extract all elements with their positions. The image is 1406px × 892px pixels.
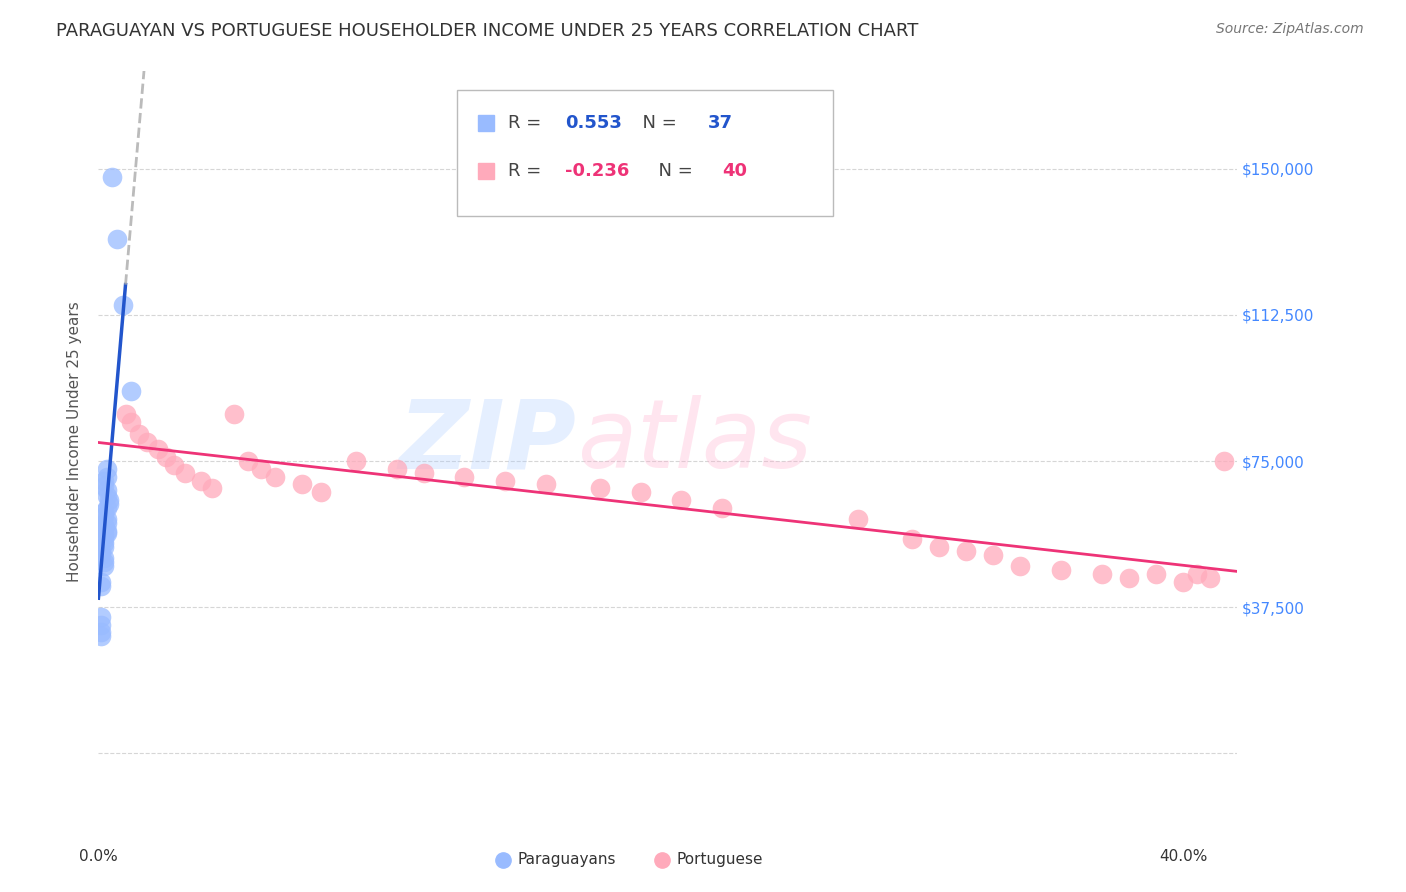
Text: Source: ZipAtlas.com: Source: ZipAtlas.com [1216, 22, 1364, 37]
Point [589, 481, 612, 495]
Point [263, 469, 285, 483]
Point [309, 485, 332, 500]
Point [250, 462, 273, 476]
Point [98, 493, 121, 508]
Point [114, 407, 136, 421]
Point [1144, 567, 1167, 582]
Point [981, 548, 1004, 562]
Point [534, 477, 557, 491]
Point [93, 505, 115, 519]
Point [90, 548, 112, 562]
Point [1010, 559, 1032, 574]
Point [671, 493, 693, 508]
Text: PARAGUAYAN VS PORTUGUESE HOUSEHOLDER INCOME UNDER 25 YEARS CORRELATION CHART: PARAGUAYAN VS PORTUGUESE HOUSEHOLDER INC… [56, 22, 918, 40]
Point [630, 485, 652, 500]
Point [120, 415, 142, 429]
Point [1050, 563, 1073, 577]
Point [190, 474, 212, 488]
Point [93, 508, 115, 523]
Point [291, 477, 314, 491]
Point [93, 536, 115, 550]
Text: ZIP: ZIP [399, 395, 576, 488]
Point [236, 454, 259, 468]
Point [155, 450, 177, 464]
Point [453, 469, 475, 483]
Point [96, 526, 118, 541]
Point [90, 617, 112, 632]
Point [96, 524, 118, 538]
Text: R =: R = [509, 114, 547, 132]
Text: Paraguayans: Paraguayans [517, 853, 616, 867]
Point [846, 512, 869, 526]
Point [93, 532, 115, 546]
Point [90, 543, 112, 558]
Point [93, 474, 115, 488]
Point [1199, 571, 1222, 585]
Point [93, 520, 115, 534]
Point [96, 512, 118, 526]
Point [222, 407, 245, 421]
Point [107, 232, 129, 246]
Point [412, 466, 434, 480]
Point [128, 426, 150, 441]
Point [96, 469, 118, 483]
Point [711, 500, 734, 515]
Point [901, 532, 924, 546]
Point [101, 169, 124, 184]
Point [98, 497, 121, 511]
Point [494, 474, 516, 488]
Point [93, 479, 115, 493]
Text: 37: 37 [707, 114, 733, 132]
Text: 0.0%: 0.0% [79, 849, 118, 863]
Point [93, 540, 115, 554]
Point [1091, 567, 1114, 582]
FancyBboxPatch shape [457, 90, 832, 216]
Point [1185, 567, 1208, 582]
Point [174, 466, 197, 480]
Point [93, 555, 115, 569]
Point [1171, 574, 1194, 589]
Text: atlas: atlas [576, 395, 811, 488]
Point [93, 522, 115, 536]
Y-axis label: Householder Income Under 25 years: Householder Income Under 25 years [67, 301, 83, 582]
Point [201, 481, 224, 495]
Point [96, 516, 118, 531]
Point [385, 462, 408, 476]
Point [93, 518, 115, 533]
Point [93, 528, 115, 542]
Point [1118, 571, 1140, 585]
Point [1212, 454, 1234, 468]
Point [96, 489, 118, 503]
Text: N =: N = [631, 114, 683, 132]
Point [96, 483, 118, 498]
Text: 0.553: 0.553 [565, 114, 623, 132]
Point [120, 384, 142, 398]
Text: Portuguese: Portuguese [676, 853, 763, 867]
Point [93, 559, 115, 574]
Point [90, 629, 112, 643]
Point [111, 298, 134, 312]
Text: N =: N = [647, 162, 699, 180]
Point [90, 574, 112, 589]
Point [96, 500, 118, 515]
Text: 40.0%: 40.0% [1159, 849, 1208, 863]
Point [90, 610, 112, 624]
Point [90, 625, 112, 640]
Point [136, 434, 159, 449]
Text: -0.236: -0.236 [565, 162, 630, 180]
Point [90, 579, 112, 593]
Point [955, 543, 977, 558]
Point [146, 442, 169, 457]
Point [96, 462, 118, 476]
Text: 40: 40 [723, 162, 748, 180]
Point [163, 458, 186, 472]
Point [93, 551, 115, 566]
Text: R =: R = [509, 162, 547, 180]
Point [928, 540, 950, 554]
Point [344, 454, 367, 468]
